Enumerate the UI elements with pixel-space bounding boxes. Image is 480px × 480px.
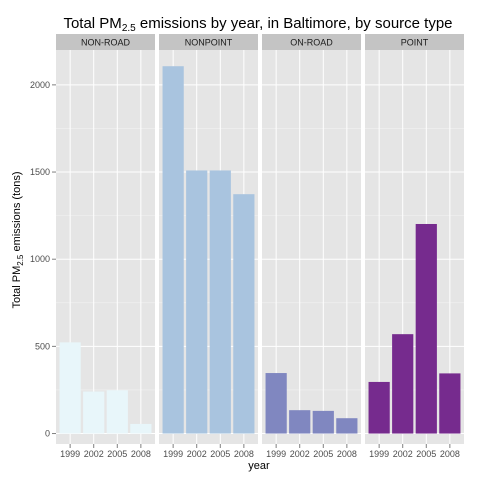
x-tick-label: 1999 bbox=[266, 449, 286, 459]
x-tick-label: 1999 bbox=[163, 449, 183, 459]
bar-on-road-2008 bbox=[336, 418, 358, 434]
facet-strip-label: NONPOINT bbox=[185, 38, 233, 48]
x-tick-label: 2005 bbox=[416, 449, 436, 459]
bar-non-road-2008 bbox=[130, 423, 152, 434]
facet-strip bbox=[159, 34, 258, 50]
bar-non-road-2005 bbox=[106, 390, 128, 434]
x-tick-label: 2002 bbox=[187, 449, 207, 459]
facet-panel-non-road: NON-ROAD 1999 2002 2005 2008 bbox=[56, 34, 155, 459]
y-tick-label: 500 bbox=[35, 341, 50, 351]
bar-on-road-1999 bbox=[265, 373, 287, 434]
x-tick-label: 2005 bbox=[210, 449, 230, 459]
y-tick-label: 0 bbox=[45, 429, 50, 439]
bar-point-1999 bbox=[368, 381, 390, 434]
x-tick-label: 1999 bbox=[369, 449, 389, 459]
bar-nonpoint-2005 bbox=[209, 170, 231, 434]
y-axis-label: Total PM2.5 emissions (tons) bbox=[11, 171, 25, 308]
x-tick-label: 2008 bbox=[337, 449, 357, 459]
y-axis: 0 500 1000 1500 2000 bbox=[30, 80, 56, 439]
x-tick-label: 2002 bbox=[393, 449, 413, 459]
x-tick-label: 2008 bbox=[234, 449, 254, 459]
bar-point-2008 bbox=[439, 373, 461, 434]
bar-non-road-2002 bbox=[83, 391, 105, 434]
x-tick-label: 2008 bbox=[131, 449, 151, 459]
bar-nonpoint-2008 bbox=[233, 194, 255, 434]
y-tick-label: 1000 bbox=[30, 254, 50, 264]
x-tick-label: 2005 bbox=[107, 449, 127, 459]
bar-on-road-2005 bbox=[312, 410, 334, 434]
x-tick-label: 1999 bbox=[60, 449, 80, 459]
facet-strip bbox=[56, 34, 155, 50]
facet-panel-on-road: ON-ROAD 1999 2002 2005 2008 bbox=[262, 34, 361, 459]
facet-panel-point: POINT 1999 2002 2005 2008 bbox=[365, 34, 464, 459]
bar-nonpoint-2002 bbox=[186, 170, 208, 434]
facet-strip-label: POINT bbox=[401, 38, 429, 48]
bar-on-road-2002 bbox=[289, 410, 311, 434]
x-axis-label: year bbox=[248, 460, 270, 472]
bar-nonpoint-1999 bbox=[162, 66, 184, 434]
x-tick-label: 2002 bbox=[290, 449, 310, 459]
x-tick-label: 2008 bbox=[440, 449, 460, 459]
x-tick-label: 2005 bbox=[313, 449, 333, 459]
bar-point-2002 bbox=[392, 334, 414, 434]
y-tick-label: 1500 bbox=[30, 167, 50, 177]
y-tick-label: 2000 bbox=[30, 80, 50, 90]
chart-title: Total PM2.5 emissions by year, in Baltim… bbox=[63, 15, 452, 34]
bar-non-road-1999 bbox=[59, 342, 81, 434]
facet-strip-label: NON-ROAD bbox=[81, 38, 130, 48]
x-tick-label: 2002 bbox=[84, 449, 104, 459]
facet-strip bbox=[365, 34, 464, 50]
facet-panel-nonpoint: NONPOINT 1999 2002 2005 2008 bbox=[159, 34, 258, 459]
bar-point-2005 bbox=[415, 223, 437, 434]
facet-strip bbox=[262, 34, 361, 50]
facet-strip-label: ON-ROAD bbox=[290, 38, 333, 48]
